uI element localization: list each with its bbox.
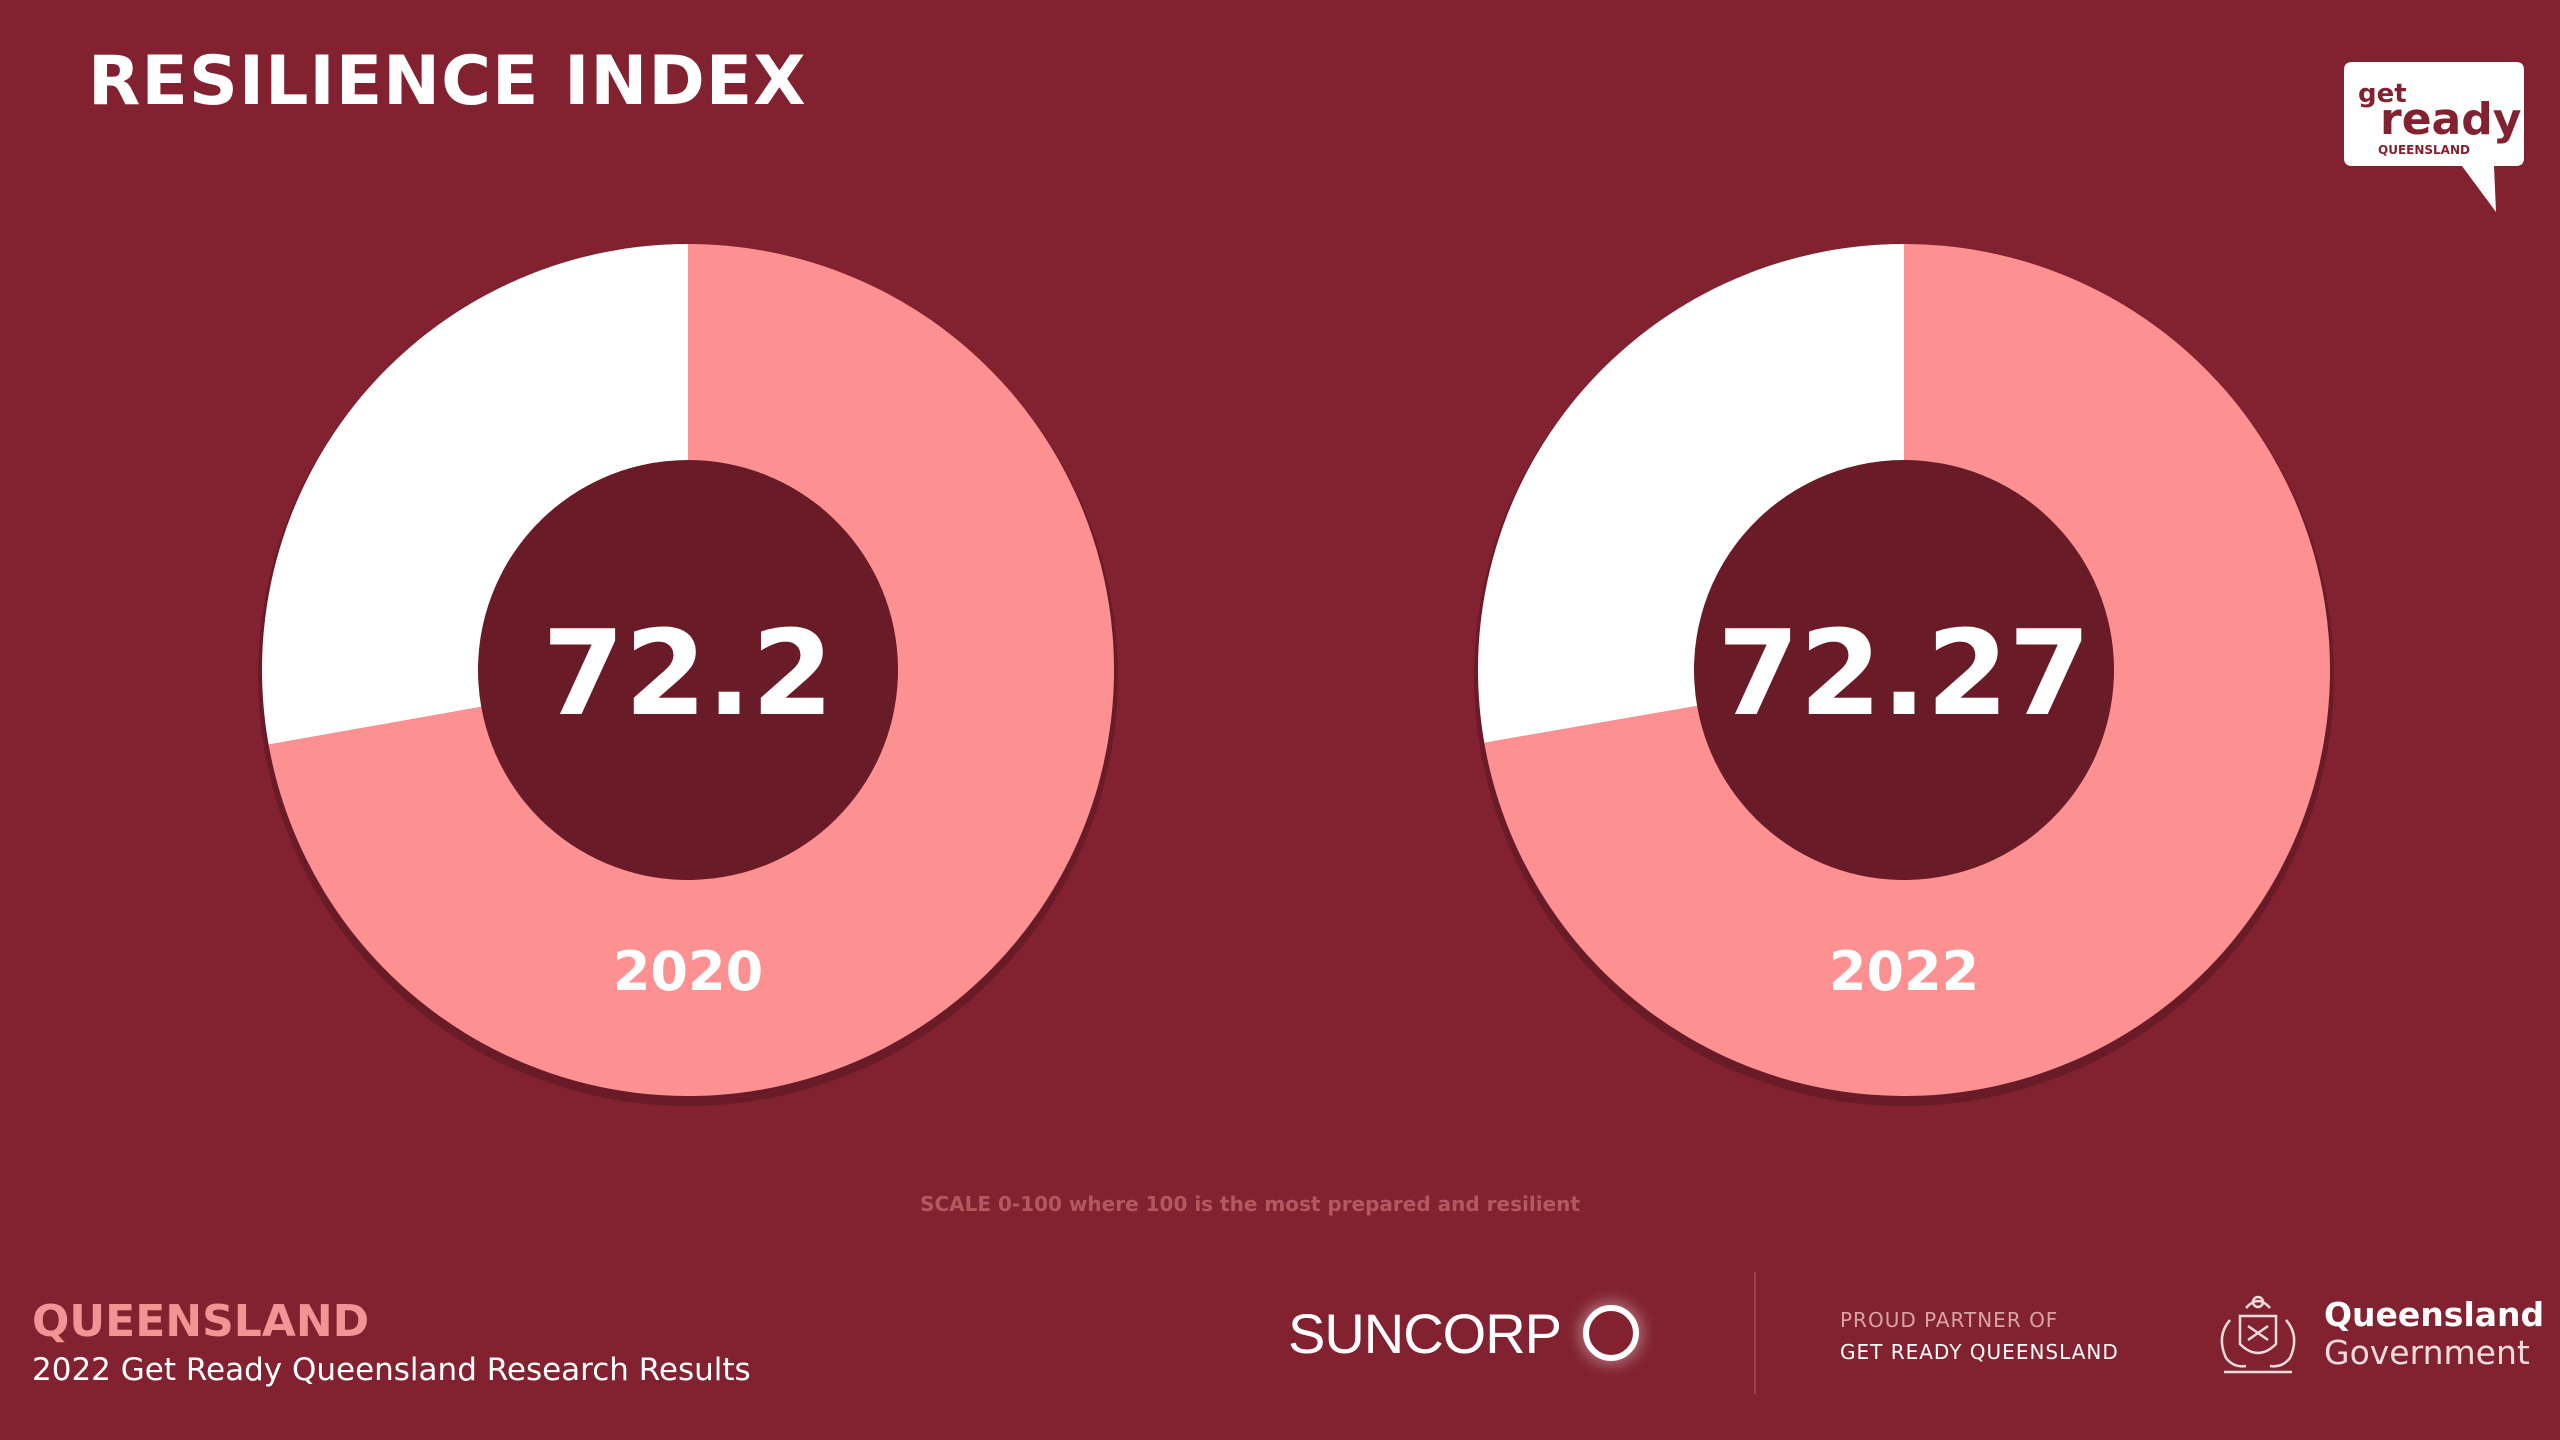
get-ready-queensland-logo: get ready QUEENSLAND [2344,62,2524,212]
footer-subtitle: 2022 Get Ready Queensland Research Resul… [32,1352,751,1388]
footer-divider [1754,1272,1756,1394]
slice-remainder-2020 [262,243,688,745]
gov-line-1: Queensland [2324,1295,2545,1334]
slice-value-2022 [1484,244,2330,1096]
value-label-2020: 72.2 [542,604,833,742]
gov-line-2: Government [2324,1333,2530,1372]
queensland-government-wordmark: Queensland Government [2324,1296,2544,1372]
partner-statement: PROUD PARTNER OF GET READY QUEENSLAND [1840,1304,2119,1368]
scale-note: SCALE 0-100 where 100 is the most prepar… [920,1192,1580,1216]
suncorp-logo: SUNCORP [1288,1296,1640,1370]
logo-word-get: get [2358,79,2407,109]
queensland-government-logo: Queensland Government [2206,1286,2544,1382]
logo-word-queensland: QUEENSLAND [2378,143,2470,157]
partner-line-2: GET READY QUEENSLAND [1840,1340,2119,1364]
donut-chart-2022: 72.27 2022 [1474,244,2334,1106]
logo-word-ready: ready [2380,94,2521,145]
value-label-2022: 72.27 [1717,604,2090,742]
footer-region: QUEENSLAND [32,1296,370,1347]
slice-value-2020 [268,244,1115,1097]
coat-of-arms-icon [2220,1295,2296,1374]
donut-chart-2020: 72.2 2020 [258,243,1118,1106]
suncorp-ring-icon [1583,1305,1640,1361]
slice-remainder-2022 [1478,244,1904,743]
page-title: RESILIENCE INDEX [88,42,807,121]
partner-line-1: PROUD PARTNER OF [1840,1308,2059,1332]
suncorp-wordmark: SUNCORP [1288,1301,1562,1365]
year-label-2020: 2020 [613,940,763,1003]
year-label-2022: 2022 [1829,940,1979,1003]
